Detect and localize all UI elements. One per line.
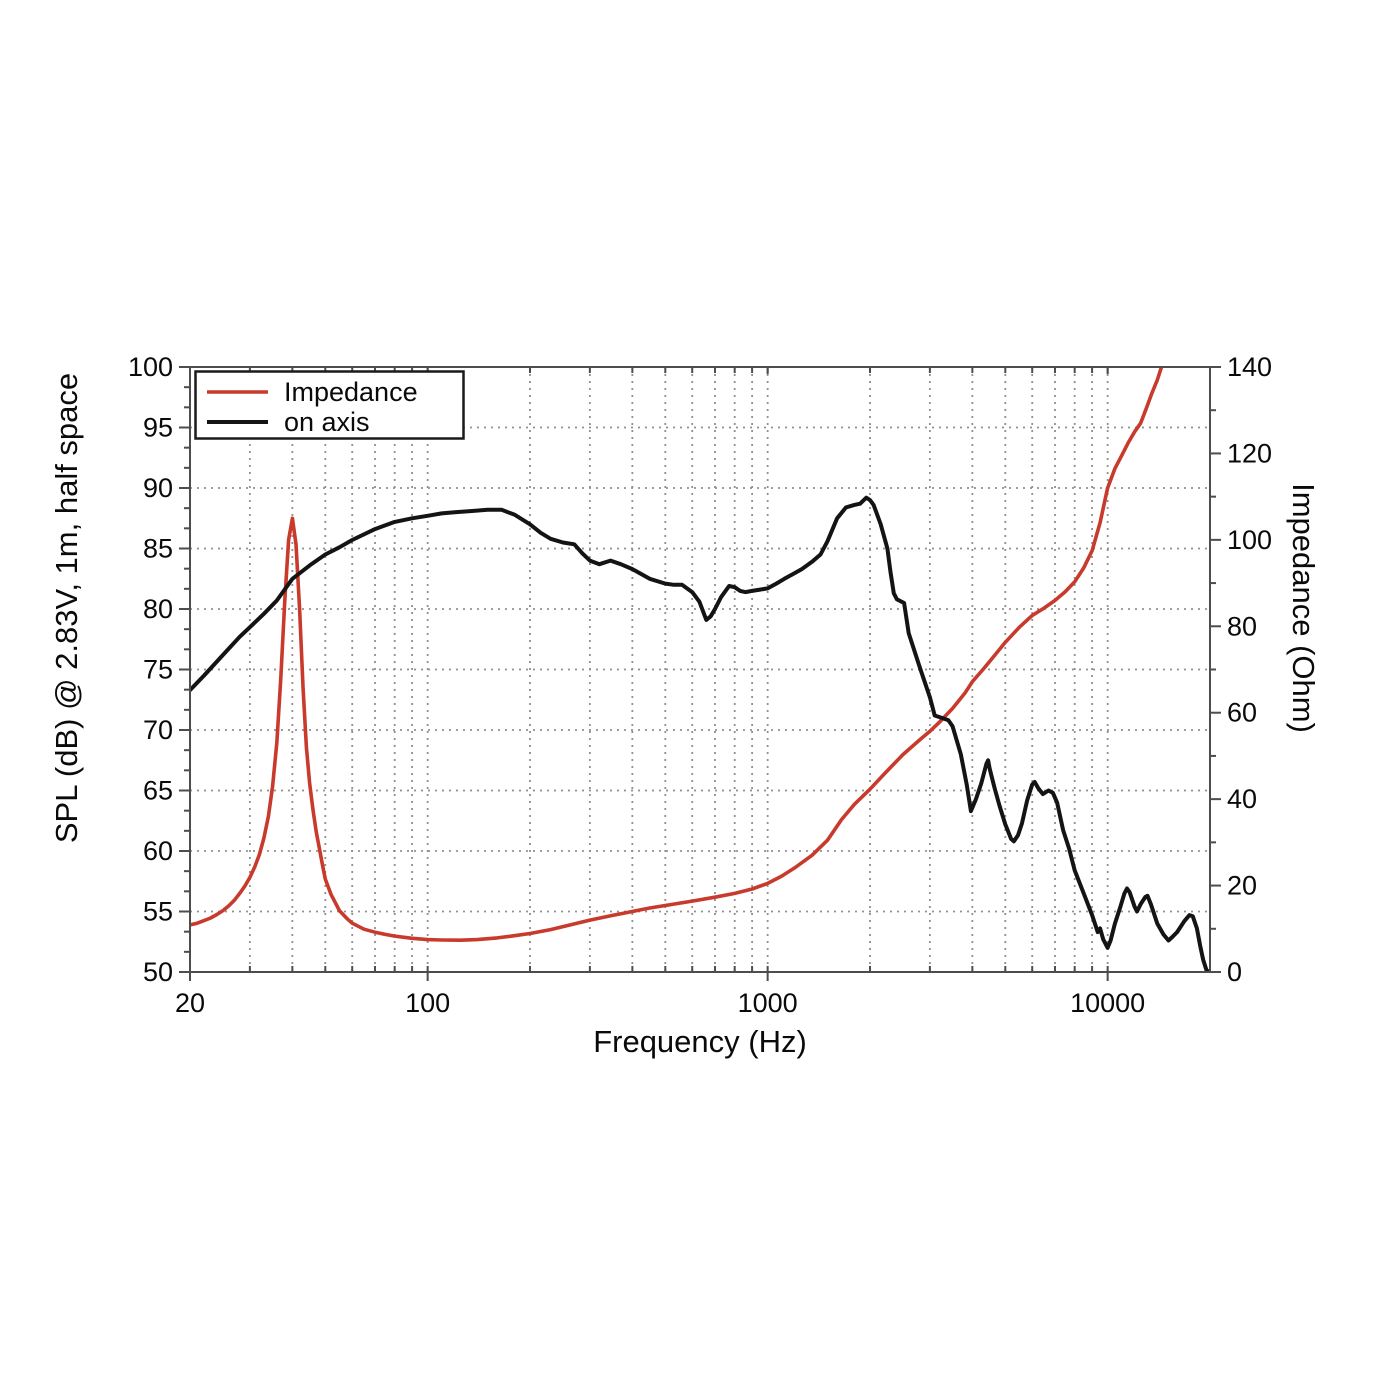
y-left-tick-label: 65 [143, 776, 173, 806]
legend-label: on axis [284, 407, 370, 437]
y-left-tick-label: 55 [143, 897, 173, 927]
x-axis-tick-label: 100 [405, 988, 450, 1018]
y-left-tick-label: 90 [143, 473, 173, 503]
y-right-tick-label: 80 [1227, 611, 1257, 641]
y-left-tick-label: 80 [143, 594, 173, 624]
on-axis-curve [190, 495, 1210, 972]
y-right-tick-label: 140 [1227, 352, 1272, 382]
y-left-tick-label: 100 [128, 352, 173, 382]
y-left-axis-title: SPL (dB) @ 2.83V, 1m, half space [49, 373, 84, 843]
y-right-axis-title: Impedance (Ohm) [1286, 483, 1321, 733]
x-axis-tick-label: 1000 [738, 988, 798, 1018]
axis-ticks [179, 366, 1221, 981]
x-axis-tick-label: 20 [175, 988, 205, 1018]
y-right-tick-label: 60 [1227, 698, 1257, 728]
tick-labels: 20 100 1000 1000050556065707580859095100020… [128, 352, 1272, 1018]
legend-box [194, 370, 465, 440]
curves [190, 367, 1210, 972]
y-right-tick-label: 100 [1227, 525, 1272, 555]
y-left-tick-label: 50 [143, 957, 173, 987]
y-left-tick-label: 70 [143, 715, 173, 745]
y-right-tick-label: 40 [1227, 784, 1257, 814]
legend-label: Impedance [284, 377, 418, 407]
y-left-tick-label: 75 [143, 655, 173, 685]
x-axis-title: Frequency (Hz) [593, 1024, 807, 1059]
axis-titles: Frequency (Hz) SPL (dB) @ 2.83V, 1m, half… [49, 373, 1321, 1059]
y-right-tick-label: 0 [1227, 957, 1242, 987]
y-left-tick-label: 85 [143, 534, 173, 564]
y-left-tick-label: 95 [143, 413, 173, 443]
y-left-tick-label: 60 [143, 836, 173, 866]
grid [190, 367, 1210, 972]
impedance-curve [190, 367, 1164, 942]
y-right-tick-label: 20 [1227, 871, 1257, 901]
plot-frame [189, 366, 1211, 973]
y-right-tick-label: 120 [1227, 438, 1272, 468]
x-axis-tick-label: 10000 [1070, 988, 1145, 1018]
